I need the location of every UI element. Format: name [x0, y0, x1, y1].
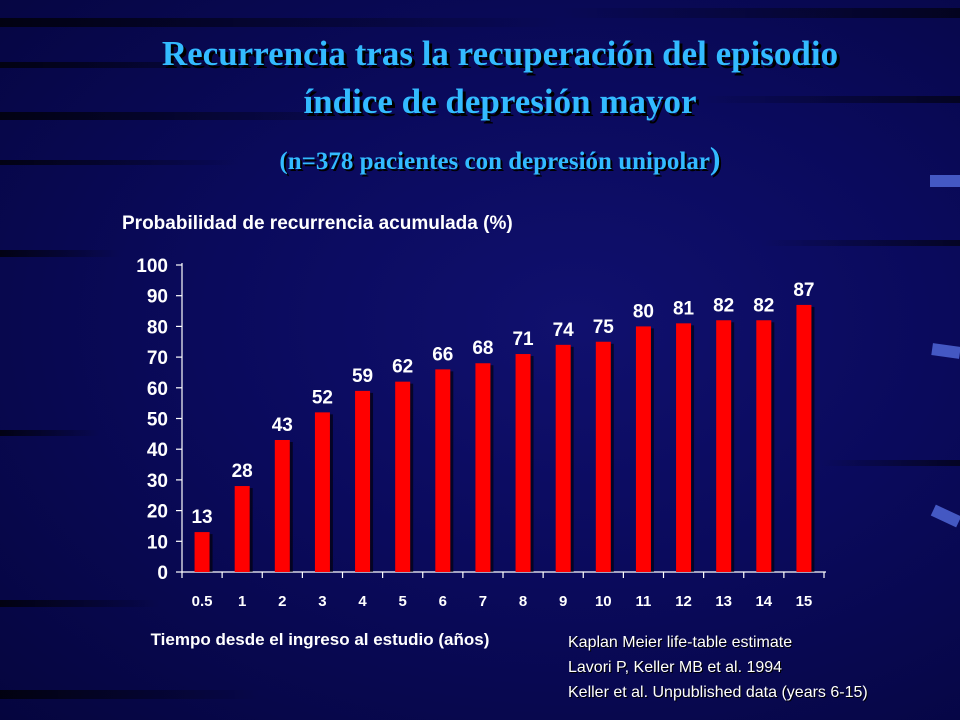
bar: [756, 320, 772, 572]
bar-value-label: 75: [593, 317, 615, 338]
x-tick-label: 3: [318, 593, 326, 610]
y-tick-label: 90: [147, 287, 168, 308]
bar: [676, 323, 692, 572]
bar-value-label: 52: [312, 387, 333, 408]
bar-value-label: 71: [512, 329, 534, 350]
bar: [355, 390, 371, 572]
bar-value-label: 81: [673, 298, 695, 319]
y-tick-label: 40: [147, 440, 168, 461]
bar: [395, 381, 411, 572]
y-tick-label: 50: [147, 410, 168, 431]
bar: [595, 341, 611, 572]
y-tick-label: 30: [147, 471, 168, 492]
bar-value-label: 59: [352, 366, 373, 387]
x-tick-label: 15: [796, 593, 813, 610]
y-tick-label: 60: [147, 379, 168, 400]
bar: [635, 326, 651, 572]
bar-value-label: 62: [392, 357, 413, 378]
x-tick-label: 10: [595, 593, 612, 610]
x-tick-label: 8: [519, 593, 527, 610]
x-tick-label: 6: [439, 593, 447, 610]
bar-value-label: 87: [793, 280, 814, 301]
x-tick-label: 11: [636, 593, 652, 610]
x-tick-label: 2: [278, 593, 286, 610]
bar-value-label: 82: [753, 295, 774, 316]
bar: [555, 344, 571, 572]
y-tick-label: 70: [147, 348, 168, 369]
bar: [314, 412, 330, 572]
bar-value-label: 74: [553, 320, 575, 341]
slide-title: Recurrencia tras la recuperación del epi…: [60, 30, 940, 126]
slide-subtitle-close-paren: ): [709, 140, 721, 176]
chart-plot-area: 0102030405060708090100130.52814325235946…: [136, 256, 826, 610]
bar: [234, 486, 250, 572]
slide-subtitle-text: (n=378 pacientes con depresión unipolar: [279, 148, 710, 175]
source-note-unpublished: Keller et al. Unpublished data (years 6-…: [568, 684, 868, 701]
source-note-method: Kaplan Meier life-table estimate: [568, 634, 793, 651]
x-tick-label: 4: [358, 593, 367, 610]
slide-title-line-2: índice de depresión mayor: [303, 82, 697, 121]
x-tick-label: 0.5: [192, 593, 213, 610]
slide-subtitle: (n=378 pacientes con depresión unipolar): [60, 138, 940, 182]
y-tick-label: 0: [157, 563, 168, 584]
bar-value-label: 13: [191, 507, 212, 528]
bar-value-label: 82: [713, 295, 734, 316]
x-tick-label: 9: [559, 593, 567, 610]
bar-value-label: 80: [633, 301, 654, 322]
bar-value-label: 28: [232, 461, 253, 482]
bar-value-label: 43: [272, 415, 293, 436]
y-tick-label: 20: [147, 502, 168, 523]
bar: [515, 354, 531, 572]
bar: [194, 532, 210, 572]
y-tick-label: 10: [147, 532, 168, 553]
bar: [716, 320, 732, 572]
x-tick-label: 7: [479, 593, 487, 610]
x-axis-label: Tiempo desde el ingreso al estudio (años…: [151, 630, 490, 649]
bar: [796, 304, 812, 572]
bar-value-label: 68: [472, 338, 493, 359]
chart-title: Probabilidad de recurrencia acumulada (%…: [122, 213, 513, 234]
x-tick-label: 14: [755, 593, 772, 610]
x-tick-label: 5: [399, 593, 407, 610]
slide-title-line-1: Recurrencia tras la recuperación del epi…: [161, 34, 839, 73]
x-tick-label: 1: [238, 593, 246, 610]
bar: [274, 439, 290, 572]
y-tick-label: 80: [147, 317, 168, 338]
source-notes: Kaplan Meier life-table estimate Lavori …: [568, 630, 868, 705]
x-tick-label: 12: [675, 593, 692, 610]
bar-value-label: 66: [432, 344, 453, 365]
x-tick-label: 13: [715, 593, 732, 610]
source-note-reference: Lavori P, Keller MB et al. 1994: [568, 659, 783, 676]
bar: [475, 363, 491, 572]
y-tick-label: 100: [136, 256, 168, 277]
bar: [435, 369, 451, 572]
